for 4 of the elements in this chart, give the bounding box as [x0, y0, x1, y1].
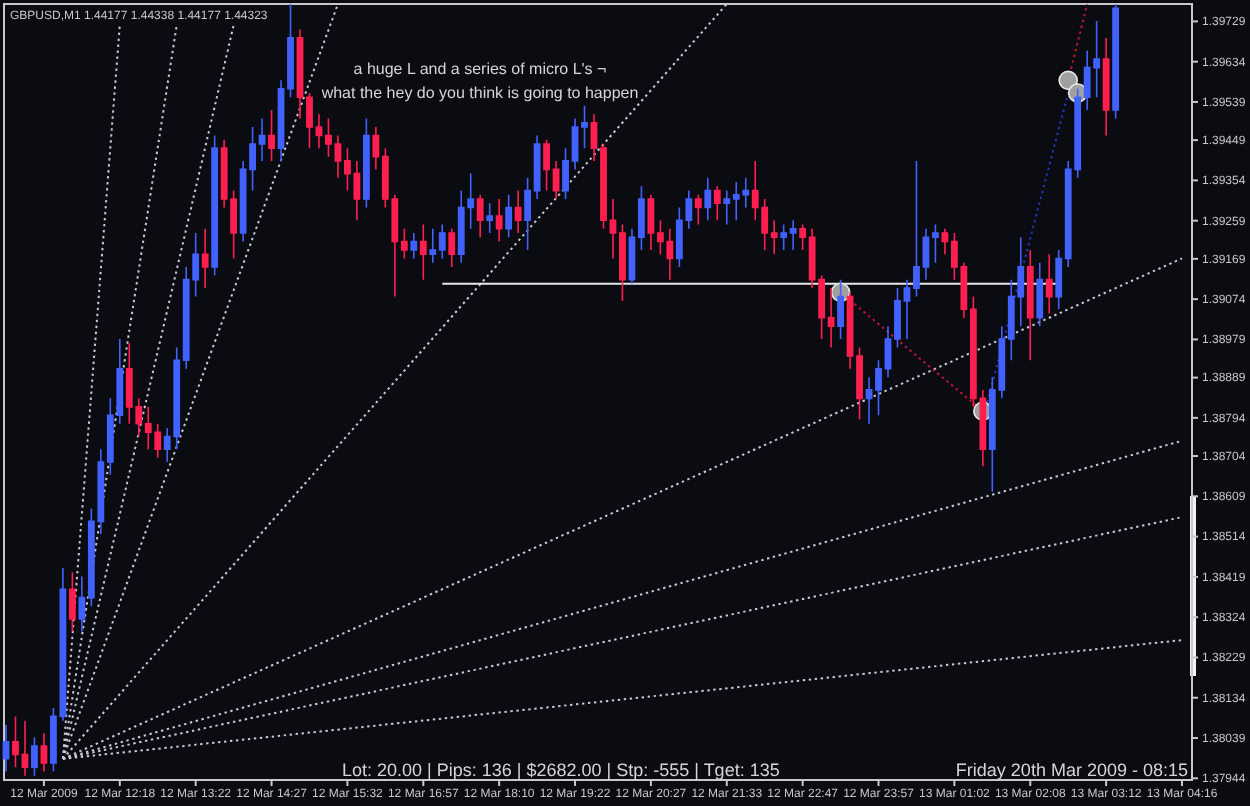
- annotation: Lot: 20.00 | Pips: 136 | $2682.00 | Stp: -555 | Tget: 135: [342, 760, 780, 780]
- annotation: what the hey do you think is going to happen: [319, 84, 639, 102]
- annotation: Friday 20th Mar 2009 - 08:15: [955, 760, 1188, 780]
- annotation: a huge L and a series of micro L's ¬: [353, 60, 608, 78]
